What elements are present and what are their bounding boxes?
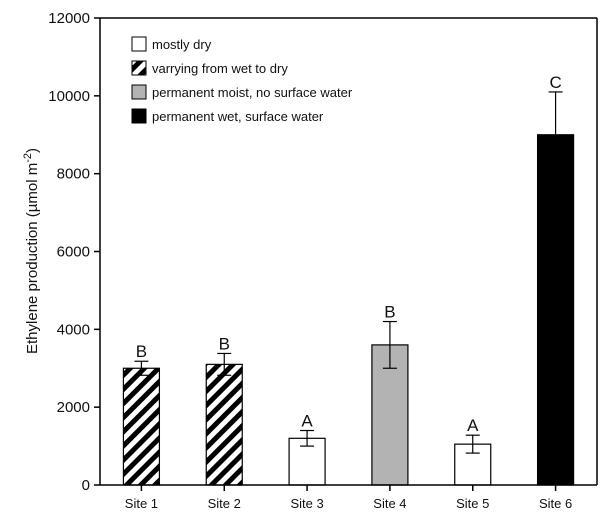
bar — [122, 367, 161, 486]
significance-letter: A — [301, 412, 313, 431]
legend-swatch — [131, 36, 147, 52]
significance-letter: B — [136, 342, 147, 361]
legend-swatch — [131, 60, 147, 76]
y-tick-label: 10000 — [48, 88, 90, 105]
legend-label: varrying from wet to dry — [152, 61, 288, 76]
legend-label: permanent wet, surface water — [152, 109, 324, 124]
x-ticks-layer: Site 1 Site 2 Site 3 Site 4 Site 5 Site 6 — [125, 485, 572, 511]
x-tick-label: Site 2 — [208, 496, 241, 511]
y-tick-label: 8000 — [57, 166, 90, 183]
y-tick-label: 2000 — [57, 399, 90, 416]
y-tick-label: 6000 — [57, 244, 90, 261]
legend: mostly dry varrying from wet to dry perman… — [131, 36, 353, 124]
y-tick-label: 0 — [82, 477, 90, 494]
x-tick-label: Site 1 — [125, 496, 158, 511]
y-axis-title: Ethylene production (µmol m-2) — [22, 148, 41, 354]
x-tick-label: Site 6 — [539, 496, 572, 511]
significance-letter: C — [549, 73, 561, 92]
legend-swatch — [131, 84, 147, 100]
legend-label: mostly dry — [152, 37, 212, 52]
x-tick-label: Site 3 — [290, 496, 323, 511]
bars-layer: B B A B A C — [122, 73, 575, 486]
y-tick-label: 4000 — [57, 321, 90, 338]
x-tick-label: Site 4 — [373, 496, 406, 511]
y-tick-label: 12000 — [48, 10, 90, 27]
y-ticks-layer: 0 2000 4000 6000 8000 10000 12000 — [48, 10, 100, 494]
y-axis-title-superscript: -2 — [22, 153, 34, 163]
significance-letter: B — [384, 303, 395, 322]
bar — [536, 134, 575, 486]
significance-letter: A — [467, 416, 479, 435]
y-axis-title-main: Ethylene production (µmol m — [24, 163, 41, 354]
bar — [205, 363, 243, 486]
x-tick-label: Site 5 — [456, 496, 489, 511]
legend-swatch — [131, 108, 147, 124]
significance-letter: B — [219, 334, 230, 353]
legend-label: permanent moist, no surface water — [152, 85, 353, 100]
y-axis-title-close: ) — [24, 148, 41, 153]
